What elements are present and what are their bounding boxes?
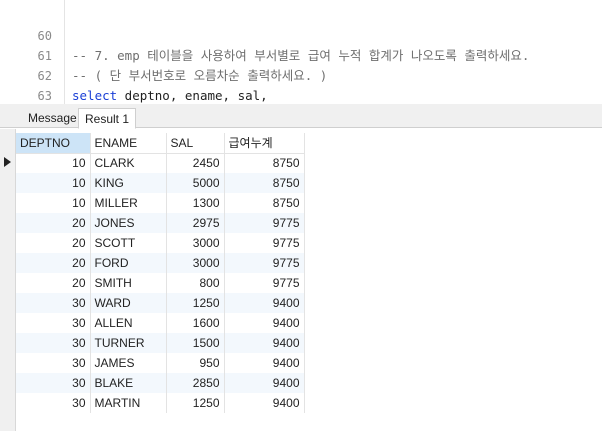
cell-deptno[interactable]: 30 xyxy=(16,393,91,413)
cell-deptno[interactable]: 30 xyxy=(16,313,91,333)
table-row[interactable]: 20 JONES 2975 9775 xyxy=(16,213,305,233)
cell-deptno[interactable]: 20 xyxy=(16,253,91,273)
cell-deptno[interactable]: 30 xyxy=(16,373,91,393)
cell-deptno[interactable]: 30 xyxy=(16,353,91,373)
current-row-arrow-icon xyxy=(4,157,11,167)
cell-sal[interactable]: 5000 xyxy=(166,173,225,193)
cell-deptno[interactable]: 30 xyxy=(16,293,91,313)
cell-ename[interactable]: BLAKE xyxy=(90,373,167,393)
cell-cumulative-salary[interactable]: 9400 xyxy=(224,333,305,353)
cell-sal[interactable]: 1300 xyxy=(166,193,225,213)
cell-sal[interactable]: 2975 xyxy=(166,213,225,233)
cell-cumulative-salary[interactable]: 9400 xyxy=(224,353,305,373)
cell-ename[interactable]: MARTIN xyxy=(90,393,167,413)
sql-editor[interactable]: 60 -- 7. emp 테이블을 사용하여 부서별로 급여 누적 합계가 나오… xyxy=(0,0,602,104)
cell-cumulative-salary[interactable]: 9400 xyxy=(224,393,305,413)
header-row: DEPTNO ENAME SAL 급여누계 xyxy=(16,133,305,154)
cell-cumulative-salary[interactable]: 9400 xyxy=(224,313,305,333)
cell-ename[interactable]: JONES xyxy=(90,213,167,233)
code-line-61: 61 -- ( 단 부서번호로 오름차순 출력하세요. ) xyxy=(0,26,602,83)
cell-sal[interactable]: 2450 xyxy=(166,153,225,173)
tab-result-1[interactable]: Result 1 xyxy=(78,108,137,129)
cell-sal[interactable]: 950 xyxy=(166,353,225,373)
cell-ename[interactable]: CLARK xyxy=(90,153,167,173)
table-row[interactable]: 20 FORD 3000 9775 xyxy=(16,253,305,273)
cell-sal[interactable]: 3000 xyxy=(166,233,225,253)
column-header-ename[interactable]: ENAME xyxy=(90,133,167,154)
cell-cumulative-salary[interactable]: 9775 xyxy=(224,273,305,293)
row-indicator-column xyxy=(0,129,16,431)
cell-deptno[interactable]: 10 xyxy=(16,173,91,193)
cell-sal[interactable]: 1600 xyxy=(166,313,225,333)
result-grid[interactable]: DEPTNO ENAME SAL 급여누계 10 CLARK 2450 8750 10 K… xyxy=(0,129,602,431)
cell-deptno[interactable]: 30 xyxy=(16,333,91,353)
column-header-cumulative-salary[interactable]: 급여누계 xyxy=(224,133,305,154)
cell-ename[interactable]: FORD xyxy=(90,253,167,273)
cell-cumulative-salary[interactable]: 9775 xyxy=(224,213,305,233)
cell-sal[interactable]: 800 xyxy=(166,273,225,293)
cell-cumulative-salary[interactable]: 8750 xyxy=(224,193,305,213)
table-row[interactable]: 30 JAMES 950 9400 xyxy=(16,353,305,373)
table-row[interactable]: 30 BLAKE 2850 9400 xyxy=(16,373,305,393)
cell-sal[interactable]: 1250 xyxy=(166,393,225,413)
column-header-deptno[interactable]: DEPTNO xyxy=(16,133,91,154)
result-tab-bar: Message Result 1 xyxy=(0,104,602,129)
table-row[interactable]: 10 MILLER 1300 8750 xyxy=(16,193,305,213)
comment-text: -- ( 단 부서번호로 오름차순 출력하세요. ) xyxy=(72,68,328,83)
code-fragment: deptno, ename, sal, xyxy=(117,88,268,103)
result-table: DEPTNO ENAME SAL 급여누계 10 CLARK 2450 8750 10 K… xyxy=(16,133,305,413)
cell-ename[interactable]: JAMES xyxy=(90,353,167,373)
cell-ename[interactable]: ALLEN xyxy=(90,313,167,333)
cell-ename[interactable]: TURNER xyxy=(90,333,167,353)
gutter-separator xyxy=(64,0,65,104)
cell-deptno[interactable]: 20 xyxy=(16,273,91,293)
cell-deptno[interactable]: 10 xyxy=(16,193,91,213)
tab-message[interactable]: Message xyxy=(28,111,77,125)
cell-cumulative-salary[interactable]: 9400 xyxy=(224,293,305,313)
cell-deptno[interactable]: 20 xyxy=(16,233,91,253)
table-row[interactable]: 30 MARTIN 1250 9400 xyxy=(16,393,305,413)
code-line-62: 62 select deptno, ename, sal, xyxy=(0,46,602,103)
cell-ename[interactable]: SMITH xyxy=(90,273,167,293)
cell-cumulative-salary[interactable]: 9400 xyxy=(224,373,305,393)
table-row[interactable]: 20 SCOTT 3000 9775 xyxy=(16,233,305,253)
table-row[interactable]: 20 SMITH 800 9775 xyxy=(16,273,305,293)
cell-cumulative-salary[interactable]: 8750 xyxy=(224,153,305,173)
code-line-63: 63 sum(sal) over(partition by deptno) 급여… xyxy=(0,66,602,103)
cell-ename[interactable]: MILLER xyxy=(90,193,167,213)
cell-ename[interactable]: KING xyxy=(90,173,167,193)
cell-sal[interactable]: 1500 xyxy=(166,333,225,353)
cell-deptno[interactable]: 10 xyxy=(16,153,91,173)
table-row[interactable]: 30 TURNER 1500 9400 xyxy=(16,333,305,353)
code-line-64: 64 from emp; xyxy=(0,86,602,104)
cell-sal[interactable]: 2850 xyxy=(166,373,225,393)
cell-cumulative-salary[interactable]: 9775 xyxy=(224,253,305,273)
table-row[interactable]: 30 WARD 1250 9400 xyxy=(16,293,305,313)
cell-sal[interactable]: 3000 xyxy=(166,253,225,273)
cell-sal[interactable]: 1250 xyxy=(166,293,225,313)
keyword-select: select xyxy=(72,88,118,103)
table-row[interactable]: 10 CLARK 2450 8750 xyxy=(16,153,305,173)
cell-ename[interactable]: WARD xyxy=(90,293,167,313)
line-number: 63 xyxy=(37,89,52,103)
comment-text: -- 7. emp 테이블을 사용하여 부서별로 급여 누적 합계가 나오도록 … xyxy=(72,48,530,63)
cell-cumulative-salary[interactable]: 8750 xyxy=(224,173,305,193)
code-line-60: 60 -- 7. emp 테이블을 사용하여 부서별로 급여 누적 합계가 나오… xyxy=(0,6,602,63)
code-text: select deptno, ename, sal, xyxy=(72,86,268,104)
column-header-sal[interactable]: SAL xyxy=(166,133,225,154)
cell-cumulative-salary[interactable]: 9775 xyxy=(224,233,305,253)
table-row[interactable]: 10 KING 5000 8750 xyxy=(16,173,305,193)
line-number: 60 xyxy=(37,29,52,43)
cell-ename[interactable]: SCOTT xyxy=(90,233,167,253)
cell-deptno[interactable]: 20 xyxy=(16,213,91,233)
line-number: 61 xyxy=(37,49,52,63)
table-row[interactable]: 30 ALLEN 1600 9400 xyxy=(16,313,305,333)
line-number: 62 xyxy=(37,69,52,83)
